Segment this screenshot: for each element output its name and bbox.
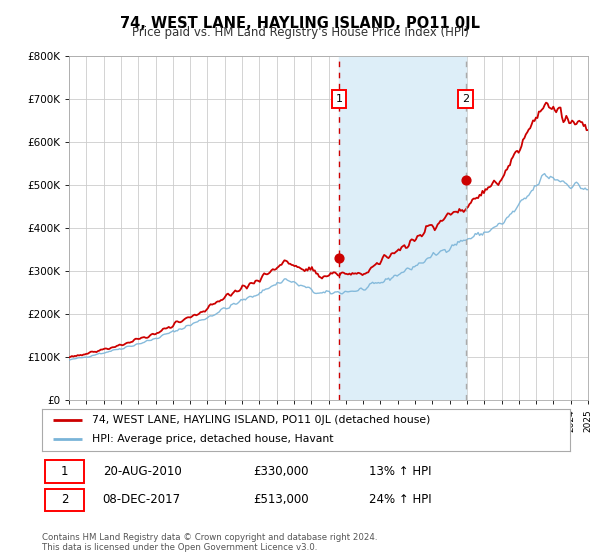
Text: Price paid vs. HM Land Registry's House Price Index (HPI): Price paid vs. HM Land Registry's House … xyxy=(131,26,469,39)
Text: 24% ↑ HPI: 24% ↑ HPI xyxy=(370,493,432,506)
Text: 20-AUG-2010: 20-AUG-2010 xyxy=(103,465,181,478)
Text: HPI: Average price, detached house, Havant: HPI: Average price, detached house, Hava… xyxy=(92,435,334,445)
Text: Contains HM Land Registry data © Crown copyright and database right 2024.: Contains HM Land Registry data © Crown c… xyxy=(42,533,377,542)
FancyBboxPatch shape xyxy=(44,460,84,483)
Point xyxy=(461,175,470,184)
Text: £513,000: £513,000 xyxy=(253,493,309,506)
Text: 74, WEST LANE, HAYLING ISLAND, PO11 0JL: 74, WEST LANE, HAYLING ISLAND, PO11 0JL xyxy=(120,16,480,31)
Text: 74, WEST LANE, HAYLING ISLAND, PO11 0JL (detached house): 74, WEST LANE, HAYLING ISLAND, PO11 0JL … xyxy=(92,415,431,425)
Text: 13% ↑ HPI: 13% ↑ HPI xyxy=(370,465,432,478)
FancyBboxPatch shape xyxy=(44,489,84,511)
Text: £330,000: £330,000 xyxy=(253,465,309,478)
Text: This data is licensed under the Open Government Licence v3.0.: This data is licensed under the Open Gov… xyxy=(42,543,317,552)
Text: 2: 2 xyxy=(61,493,68,506)
Bar xyxy=(340,56,466,400)
Text: 08-DEC-2017: 08-DEC-2017 xyxy=(103,493,181,506)
Text: 1: 1 xyxy=(61,465,68,478)
Text: 2: 2 xyxy=(462,94,469,104)
Point xyxy=(335,254,344,263)
Text: 1: 1 xyxy=(336,94,343,104)
